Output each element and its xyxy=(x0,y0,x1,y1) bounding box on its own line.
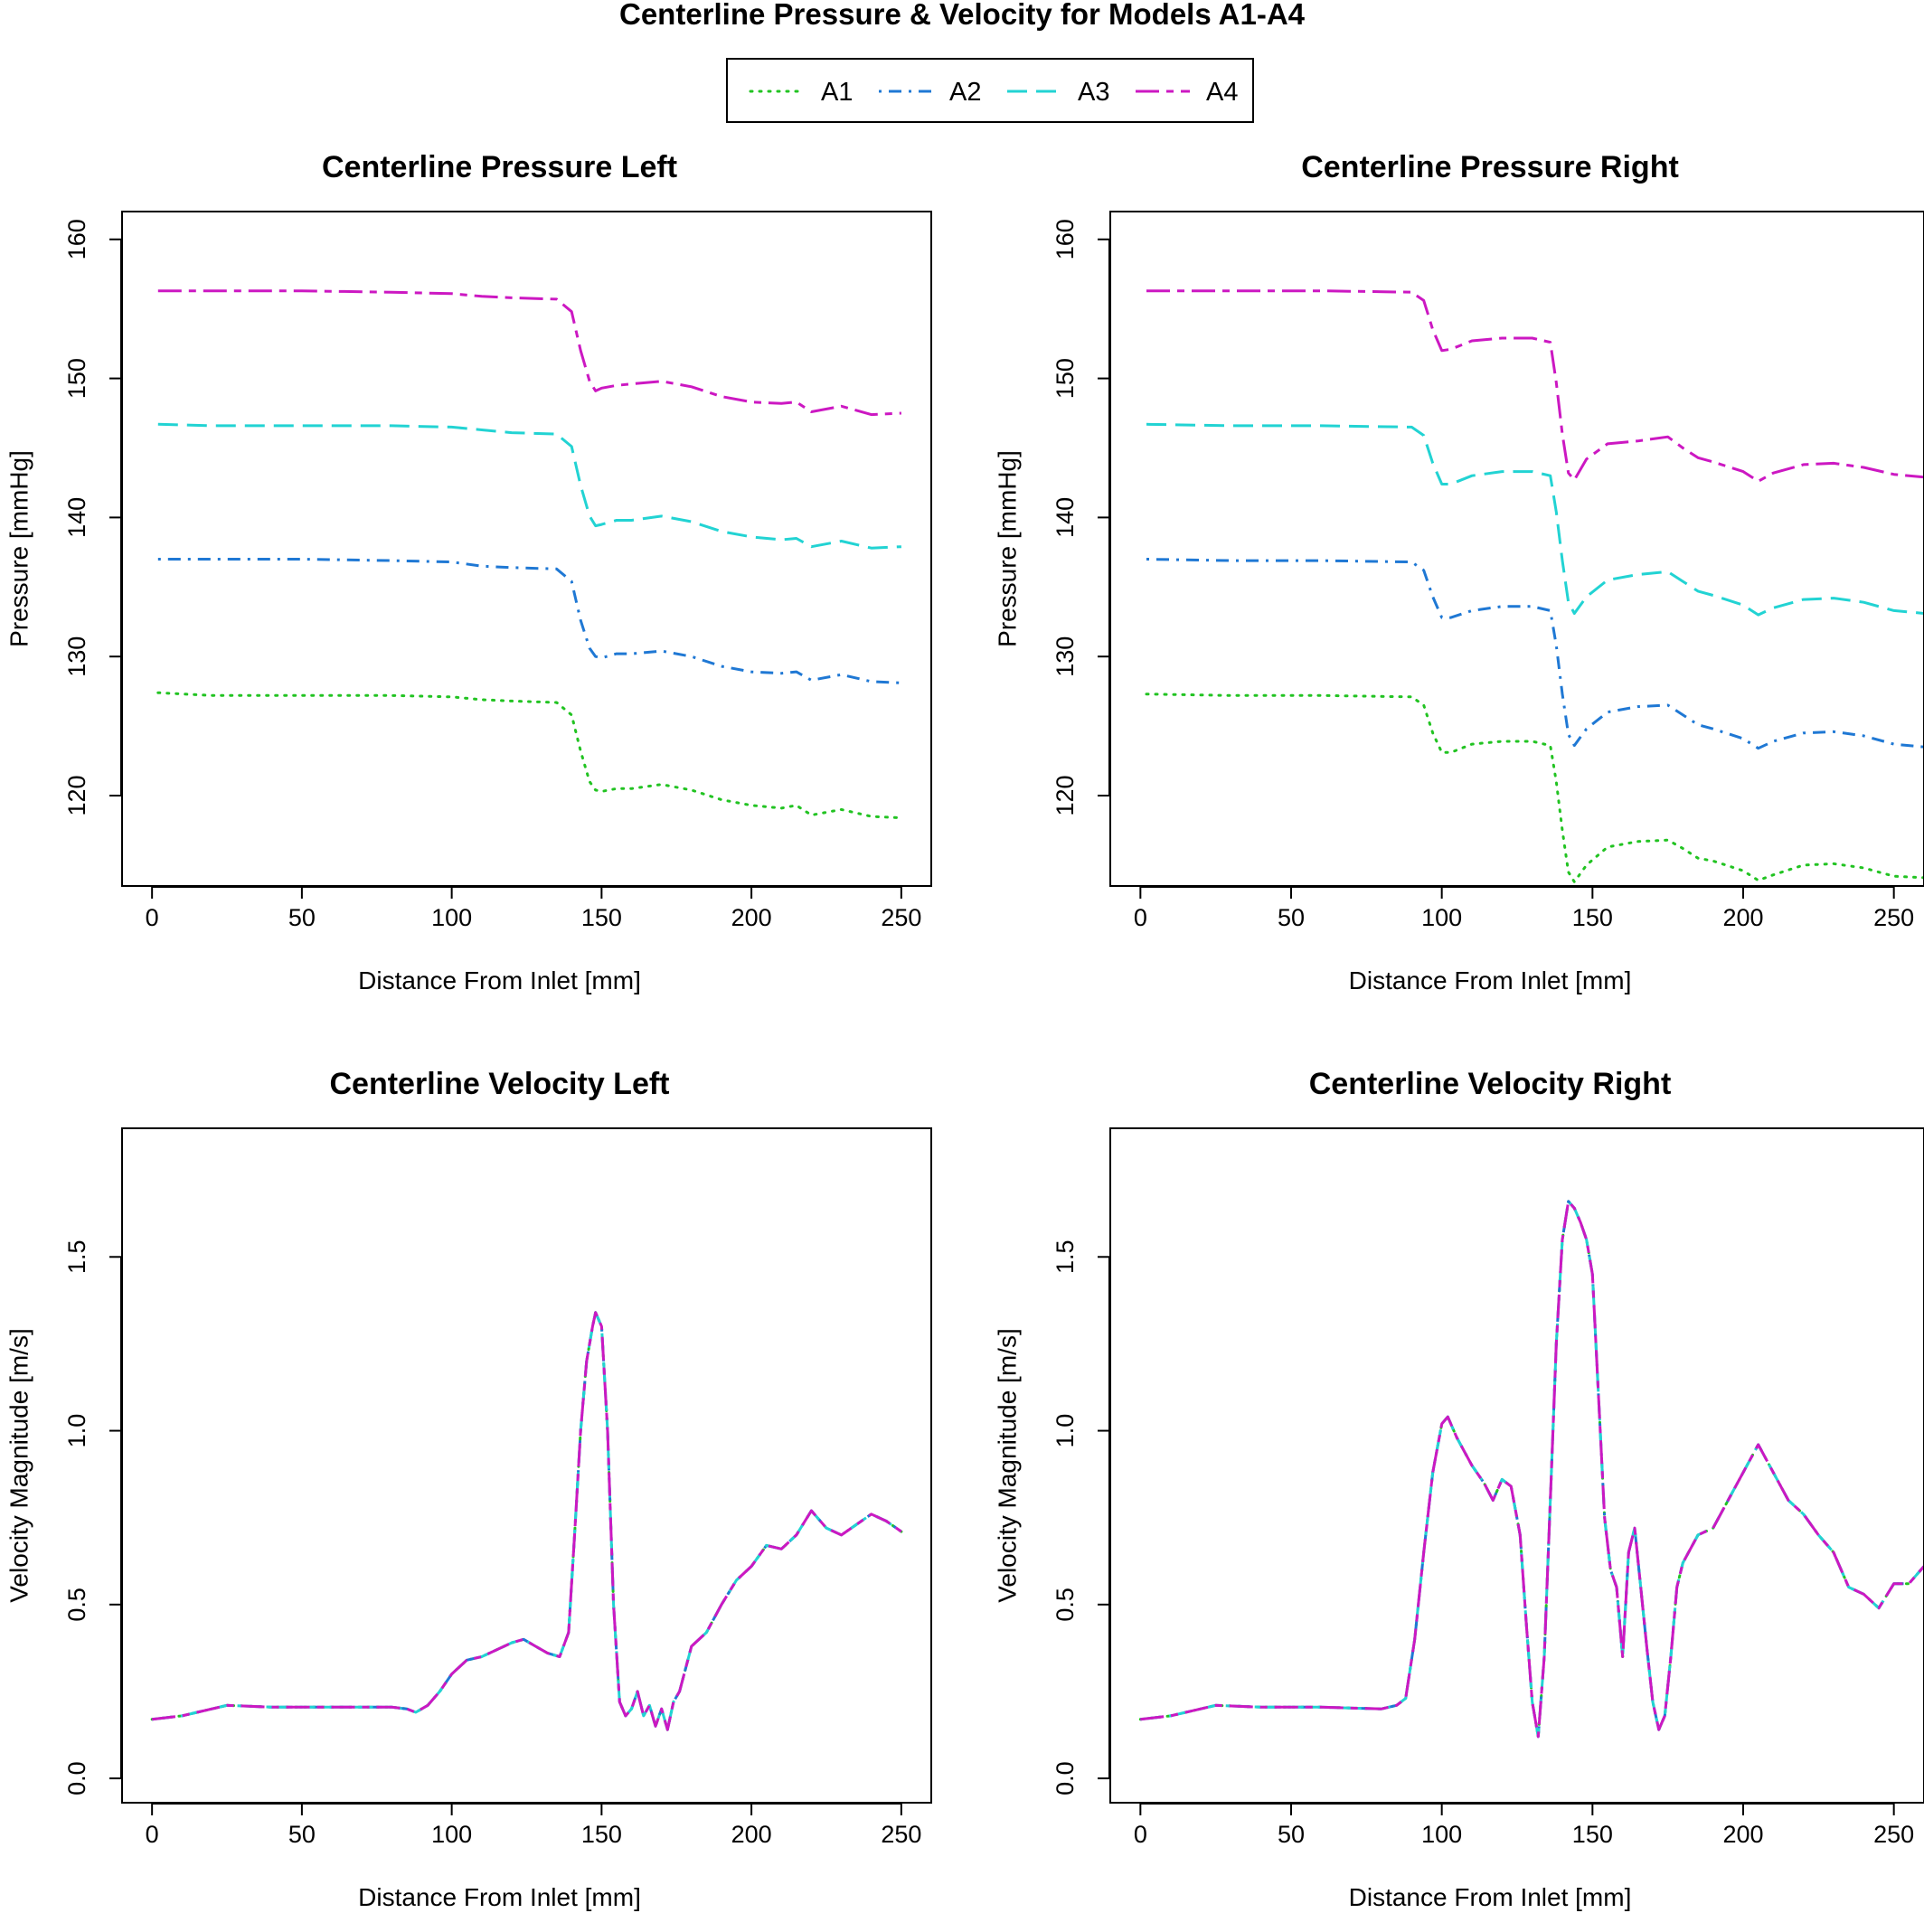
y-tick-label: 130 xyxy=(63,636,90,677)
legend: A1 A2 A3 A4 xyxy=(726,58,1254,123)
panel-title: Centerline Pressure Right xyxy=(1301,150,1679,184)
x-tick-label: 50 xyxy=(288,904,316,931)
series-group xyxy=(150,1311,903,1731)
series-line-a1 xyxy=(1145,693,1924,883)
x-axis-label: Distance From Inlet [mm] xyxy=(358,966,641,994)
x-tick-label: 200 xyxy=(1722,904,1763,931)
legend-label-a3: A3 xyxy=(1078,78,1109,107)
x-tick-label: 250 xyxy=(1873,1821,1914,1848)
y-tick-label: 0.5 xyxy=(63,1588,90,1622)
y-axis-label: Pressure [mmHg] xyxy=(993,450,1021,647)
y-tick-label: 150 xyxy=(63,358,90,399)
legend-label-a4: A4 xyxy=(1206,78,1238,107)
x-tick-label: 50 xyxy=(1278,904,1305,931)
legend-label-a2: A2 xyxy=(949,78,981,107)
panel-title: Centerline Pressure Left xyxy=(322,150,677,184)
x-tick-label: 250 xyxy=(881,904,921,931)
y-axis-label: Pressure [mmHg] xyxy=(5,450,33,647)
y-tick-label: 140 xyxy=(63,497,90,538)
x-tick-label: 150 xyxy=(581,904,622,931)
x-tick-label: 250 xyxy=(881,1821,921,1848)
series-line-a3 xyxy=(1146,422,1924,617)
series-line-a4 xyxy=(1146,289,1924,483)
x-tick-label: 100 xyxy=(1421,904,1462,931)
chart-panel-3: Centerline Velocity Left 0 50 100 150 200 250 D… xyxy=(5,1067,932,1911)
legend-label-a1: A1 xyxy=(821,78,853,107)
x-tick-label: 0 xyxy=(146,904,159,931)
series-group xyxy=(156,289,903,820)
x-tick-label: 0 xyxy=(146,1821,159,1848)
chart-panel-4: Centerline Velocity Right 0 50 100 150 200 250… xyxy=(993,1067,1924,1911)
x-tick-label: 150 xyxy=(1572,904,1613,931)
series-line-a4 xyxy=(151,1311,902,1731)
series-line-a4 xyxy=(1140,1200,1924,1739)
y-tick-label: 140 xyxy=(1052,497,1079,538)
y-tick-label: 120 xyxy=(1052,775,1079,815)
chart-panels: Centerline Pressure Left 0 50 100 150 200 250 D… xyxy=(5,150,1924,1911)
legend-box xyxy=(726,58,1254,123)
x-tick-label: 150 xyxy=(1572,1821,1613,1848)
series-group xyxy=(1145,289,1924,883)
series-group xyxy=(1138,1200,1924,1739)
x-tick-label: 0 xyxy=(1134,1821,1147,1848)
y-tick-label: 150 xyxy=(1052,358,1079,399)
x-tick-label: 200 xyxy=(1722,1821,1763,1848)
x-tick-label: 200 xyxy=(731,1821,772,1848)
figure-title: Centerline Pressure & Velocity for Model… xyxy=(619,0,1306,31)
chart-panel-2: Centerline Pressure Right 0 50 100 150 200 250… xyxy=(993,150,1924,994)
y-tick-label: 0.0 xyxy=(1052,1761,1079,1795)
y-tick-label: 0.5 xyxy=(1052,1588,1079,1622)
x-tick-label: 100 xyxy=(431,904,472,931)
x-tick-label: 0 xyxy=(1134,904,1147,931)
y-tick-label: 1.0 xyxy=(1052,1414,1079,1448)
x-tick-label: 50 xyxy=(288,1821,316,1848)
y-tick-label: 0.0 xyxy=(63,1761,90,1795)
y-tick-label: 1.0 xyxy=(63,1414,90,1448)
chart-panel-1: Centerline Pressure Left 0 50 100 150 200 250 D… xyxy=(5,150,932,994)
series-line-a3 xyxy=(1140,1200,1924,1739)
series-line-a4 xyxy=(157,289,901,417)
x-tick-label: 250 xyxy=(1873,904,1914,931)
x-axis-label: Distance From Inlet [mm] xyxy=(358,1883,641,1911)
x-tick-label: 100 xyxy=(1421,1821,1462,1848)
y-tick-label: 1.5 xyxy=(63,1240,90,1275)
y-axis-label: Velocity Magnitude [m/s] xyxy=(993,1328,1021,1602)
x-tick-label: 150 xyxy=(581,1821,622,1848)
y-axis-label: Velocity Magnitude [m/s] xyxy=(5,1328,33,1602)
series-line-a3 xyxy=(157,422,901,550)
series-line-a2 xyxy=(1146,558,1924,750)
x-axis-label: Distance From Inlet [mm] xyxy=(1349,966,1632,994)
y-tick-label: 160 xyxy=(1052,219,1079,259)
x-tick-label: 100 xyxy=(431,1821,472,1848)
y-tick-label: 160 xyxy=(63,219,90,259)
x-tick-label: 200 xyxy=(731,904,772,931)
panel-title: Centerline Velocity Right xyxy=(1309,1067,1672,1101)
y-tick-label: 120 xyxy=(63,775,90,815)
x-tick-label: 50 xyxy=(1278,1821,1305,1848)
y-tick-label: 1.5 xyxy=(1052,1240,1079,1275)
series-line-a2 xyxy=(157,558,901,684)
y-tick-label: 130 xyxy=(1052,636,1079,677)
panel-title: Centerline Velocity Left xyxy=(330,1067,670,1101)
x-axis-label: Distance From Inlet [mm] xyxy=(1349,1883,1632,1911)
